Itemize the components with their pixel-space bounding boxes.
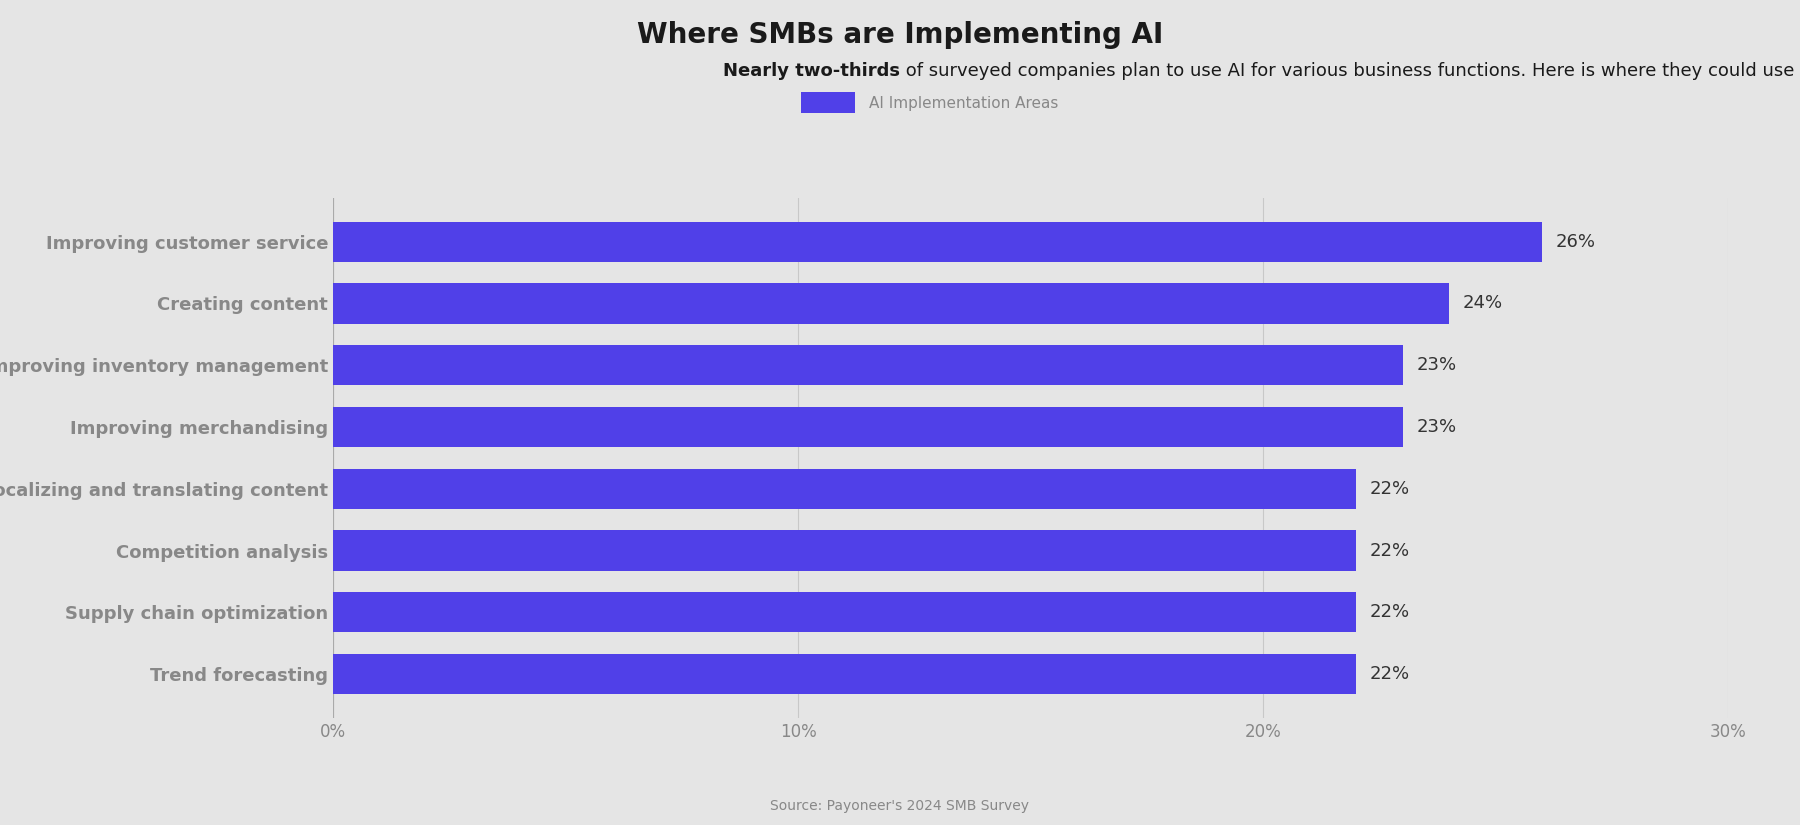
Text: Where SMBs are Implementing AI: Where SMBs are Implementing AI xyxy=(637,21,1163,49)
Text: 22%: 22% xyxy=(1370,480,1409,497)
Text: 22%: 22% xyxy=(1370,541,1409,559)
Text: 23%: 23% xyxy=(1417,418,1456,436)
Text: 24%: 24% xyxy=(1463,295,1503,313)
Text: 22%: 22% xyxy=(1370,603,1409,621)
Bar xyxy=(333,407,1402,447)
Bar xyxy=(333,284,1449,323)
Bar xyxy=(333,345,1402,385)
Text: Nearly two-thirds: Nearly two-thirds xyxy=(724,62,900,80)
Bar xyxy=(333,222,1543,262)
Bar xyxy=(333,592,1355,632)
Text: of surveyed companies plan to use AI for various business functions. Here is whe: of surveyed companies plan to use AI for… xyxy=(900,62,1800,80)
Text: 22%: 22% xyxy=(1370,665,1409,683)
Text: 23%: 23% xyxy=(1417,356,1456,375)
Bar xyxy=(333,530,1355,571)
Text: AI Implementation Areas: AI Implementation Areas xyxy=(869,96,1058,111)
Text: Source: Payoneer's 2024 SMB Survey: Source: Payoneer's 2024 SMB Survey xyxy=(770,799,1030,813)
Bar xyxy=(333,469,1355,509)
Text: 26%: 26% xyxy=(1555,233,1597,251)
Bar xyxy=(333,654,1355,694)
